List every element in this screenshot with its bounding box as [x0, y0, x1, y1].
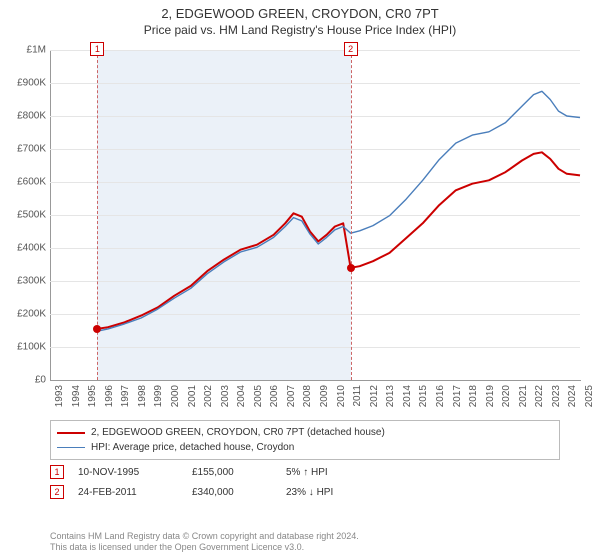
footer-attribution: Contains HM Land Registry data © Crown c…	[50, 531, 560, 554]
x-tick-label: 2020	[501, 385, 512, 407]
x-tick-label: 1996	[104, 385, 115, 407]
sale-marker-1: 2	[50, 485, 64, 499]
title-block: 2, EDGEWOOD GREEN, CROYDON, CR0 7PT Pric…	[0, 0, 600, 37]
sale-date-1: 24-FEB-2011	[78, 487, 178, 498]
sale-row-0: 1 10-NOV-1995 £155,000 5% ↑ HPI	[50, 465, 560, 479]
series-hpi	[97, 91, 580, 331]
x-tick-label: 2013	[385, 385, 396, 407]
x-tick-label: 2001	[187, 385, 198, 407]
chart-container: 2, EDGEWOOD GREEN, CROYDON, CR0 7PT Pric…	[0, 0, 600, 560]
x-tick-label: 2004	[236, 385, 247, 407]
y-tick-label: £900K	[17, 78, 46, 89]
x-tick-label: 2022	[534, 385, 545, 407]
x-tick-label: 1993	[54, 385, 65, 407]
x-tick-label: 2023	[551, 385, 562, 407]
x-tick-label: 2010	[336, 385, 347, 407]
legend-row-0: 2, EDGEWOOD GREEN, CROYDON, CR0 7PT (det…	[57, 425, 553, 440]
x-tick-label: 2014	[402, 385, 413, 407]
legend-swatch-1	[57, 447, 85, 448]
sale-marker-0: 1	[50, 465, 64, 479]
x-tick-label: 2007	[286, 385, 297, 407]
sale-dot	[347, 264, 355, 272]
x-tick-label: 2000	[170, 385, 181, 407]
y-tick-label: £600K	[17, 177, 46, 188]
x-tick-label: 2015	[418, 385, 429, 407]
y-tick-label: £0	[35, 375, 46, 386]
y-tick-label: £800K	[17, 111, 46, 122]
series-price_paid	[97, 152, 580, 329]
chart-plot-area: 12 £0£100K£200K£300K£400K£500K£600K£700K…	[50, 50, 580, 380]
title-line1: 2, EDGEWOOD GREEN, CROYDON, CR0 7PT	[0, 6, 600, 21]
sale-row-1: 2 24-FEB-2011 £340,000 23% ↓ HPI	[50, 485, 560, 499]
x-tick-label: 1998	[137, 385, 148, 407]
x-tick-label: 1997	[120, 385, 131, 407]
x-tick-label: 2016	[435, 385, 446, 407]
x-tick-label: 2006	[269, 385, 280, 407]
x-tick-label: 2012	[369, 385, 380, 407]
x-tick-label: 2019	[485, 385, 496, 407]
x-tick-label: 2017	[452, 385, 463, 407]
title-line2: Price paid vs. HM Land Registry's House …	[0, 23, 600, 37]
x-tick-label: 2003	[220, 385, 231, 407]
x-tick-label: 2024	[567, 385, 578, 407]
sale-vline	[351, 50, 352, 380]
footer-line1: Contains HM Land Registry data © Crown c…	[50, 531, 560, 543]
sale-price-1: £340,000	[192, 487, 272, 498]
x-tick-label: 1994	[71, 385, 82, 407]
y-tick-label: £1M	[27, 45, 46, 56]
sale-pct-0: 5% ↑ HPI	[286, 467, 366, 478]
y-tick-label: £500K	[17, 210, 46, 221]
x-tick-label: 2011	[352, 385, 363, 407]
legend-box: 2, EDGEWOOD GREEN, CROYDON, CR0 7PT (det…	[50, 420, 560, 460]
y-tick-label: £100K	[17, 342, 46, 353]
y-tick-label: £400K	[17, 243, 46, 254]
x-tick-label: 2025	[584, 385, 595, 407]
sale-dot	[93, 325, 101, 333]
y-tick-label: £700K	[17, 144, 46, 155]
legend-label-1: HPI: Average price, detached house, Croy…	[91, 440, 294, 455]
line-series-svg	[50, 50, 580, 380]
sale-date-0: 10-NOV-1995	[78, 467, 178, 478]
sale-pct-1: 23% ↓ HPI	[286, 487, 366, 498]
x-tick-label: 2021	[518, 385, 529, 407]
y-tick-label: £200K	[17, 309, 46, 320]
sales-table: 1 10-NOV-1995 £155,000 5% ↑ HPI 2 24-FEB…	[50, 465, 560, 505]
x-tick-label: 1999	[153, 385, 164, 407]
x-tick-label: 2005	[253, 385, 264, 407]
legend-label-0: 2, EDGEWOOD GREEN, CROYDON, CR0 7PT (det…	[91, 425, 385, 440]
x-tick-label: 1995	[87, 385, 98, 407]
x-tick-label: 2002	[203, 385, 214, 407]
legend-row-1: HPI: Average price, detached house, Croy…	[57, 440, 553, 455]
x-tick-label: 2008	[302, 385, 313, 407]
legend-swatch-0	[57, 432, 85, 434]
sale-price-0: £155,000	[192, 467, 272, 478]
sale-marker-box: 2	[344, 42, 358, 56]
x-tick-label: 2018	[468, 385, 479, 407]
sale-marker-box: 1	[90, 42, 104, 56]
x-tick-label: 2009	[319, 385, 330, 407]
y-tick-label: £300K	[17, 276, 46, 287]
footer-line2: This data is licensed under the Open Gov…	[50, 542, 560, 554]
